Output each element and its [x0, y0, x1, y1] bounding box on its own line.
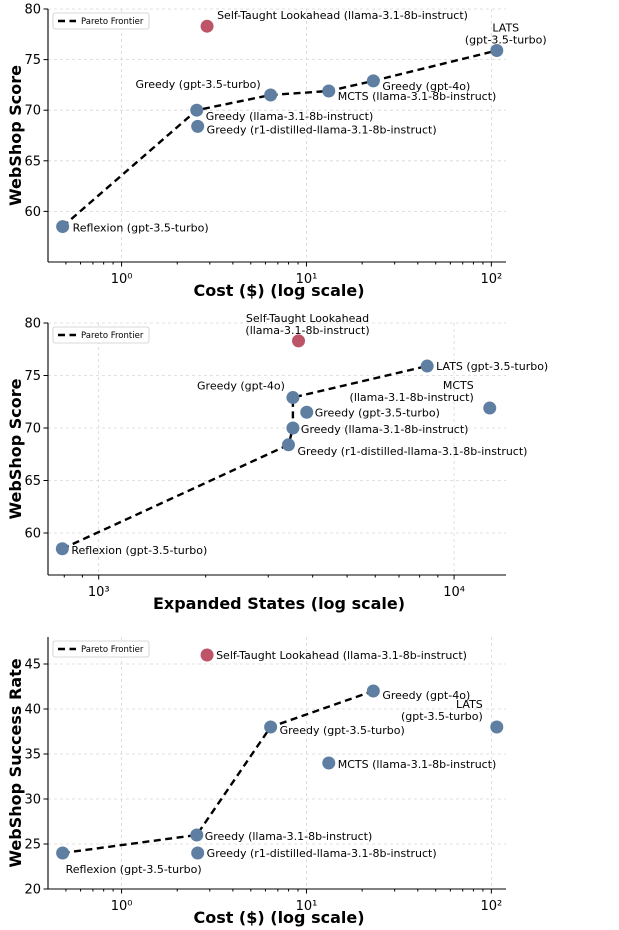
y-axis-label: WebShop Score: [6, 378, 25, 519]
point-greedy-r1-distilled-llama-3-1-8b-instruct: [191, 119, 205, 133]
point-greedy-gpt-3-5-turbo: [264, 720, 278, 734]
y-axis-label: WebShop Score: [6, 65, 25, 206]
legend-label: Pareto Frontier: [81, 645, 144, 655]
point-label: Greedy (gpt-4o): [382, 689, 470, 702]
x-axis-label: Expanded States (log scale): [153, 594, 405, 613]
y-tick-label: 75: [24, 369, 41, 384]
y-tick-label: 65: [24, 474, 41, 489]
point-reflexion-gpt-3-5-turbo: [56, 846, 70, 860]
legend-label: Pareto Frontier: [81, 17, 144, 27]
point-label: Greedy (r1-distilled-llama-3.1-8b-instru…: [207, 123, 437, 136]
point-label: MCTS (llama-3.1-8b-instruct): [338, 758, 497, 771]
point-lats-gpt-3-5-turbo: [490, 43, 504, 57]
point-mcts-llama-3-1-8b-instruct: [322, 756, 336, 770]
y-tick-label: 80: [24, 317, 41, 332]
point-label: Greedy (gpt-4o): [197, 380, 285, 393]
point-label: Self-Taught Lookahead (llama-3.1-8b-instr…: [245, 312, 369, 337]
legend: Pareto Frontier: [52, 326, 150, 344]
point-label: Self-Taught Lookahead (llama-3.1-8b-inst…: [216, 649, 467, 662]
point-label: MCTS (llama-3.1-8b-instruct): [350, 379, 474, 404]
chart-2: 10³ 10⁴ 60 65 70 75 80 Expanded States (log sca…: [6, 312, 548, 613]
point-label: MCTS (llama-3.1-8b-instruct): [338, 90, 497, 103]
point-greedy-r1-distilled-llama-3-1-8b-instruct: [191, 846, 205, 860]
point-label: Self-Taught Lookahead (llama-3.1-8b-inst…: [217, 9, 468, 22]
point-self-taught-lookahead-llama-3-1-8b-instruct: [200, 19, 214, 33]
x-axis-label: Cost ($) (log scale): [193, 908, 364, 927]
point-greedy-llama-3-1-8b-instruct: [190, 828, 204, 842]
y-tick-label: 60: [24, 205, 41, 220]
x-tick-label: 10⁴: [443, 585, 465, 600]
y-tick-label: 25: [24, 838, 41, 853]
point-greedy-gpt-3-5-turbo: [300, 405, 314, 419]
point-label: Reflexion (gpt-3.5-turbo): [73, 222, 209, 235]
point-reflexion-gpt-3-5-turbo: [56, 220, 70, 234]
y-tick-label: 80: [24, 3, 41, 18]
legend: Pareto Frontier: [52, 640, 150, 658]
legend-box: [52, 12, 150, 30]
y-axis-label: WebShop Success Rate: [6, 658, 25, 867]
point-label: Greedy (llama-3.1-8b-instruct): [205, 830, 373, 843]
point-label: Greedy (gpt-3.5-turbo): [135, 78, 260, 91]
point-greedy-llama-3-1-8b-instruct: [286, 421, 300, 435]
point-greedy-gpt-4o: [366, 74, 380, 88]
legend-label: Pareto Frontier: [81, 331, 144, 341]
y-tick-label: 45: [24, 658, 41, 673]
point-label: Reflexion (gpt-3.5-turbo): [66, 863, 202, 876]
x-tick-label: 10²: [480, 899, 502, 914]
legend-box: [52, 640, 150, 658]
point-greedy-r1-distilled-llama-3-1-8b-instruct: [281, 438, 295, 452]
pareto-frontier-line: [62, 689, 374, 855]
x-tick-label: 10¹: [296, 272, 318, 287]
point-label: Greedy (r1-distilled-llama-3.1-8b-instru…: [207, 847, 437, 860]
y-tick-label: 75: [24, 53, 41, 68]
x-axis-label: Cost ($) (log scale): [193, 281, 364, 300]
y-tick-label: 40: [24, 703, 41, 718]
x-tick-label: 10³: [88, 585, 110, 600]
point-mcts-llama-3-1-8b-instruct: [322, 84, 336, 98]
point-label: Greedy (gpt-3.5-turbo): [280, 724, 405, 737]
point-lats-gpt-3-5-turbo: [420, 359, 434, 373]
point-greedy-gpt-4o: [286, 391, 300, 405]
point-reflexion-gpt-3-5-turbo: [55, 542, 69, 556]
x-tick-label: 10¹: [296, 899, 318, 914]
point-label: Greedy (gpt-3.5-turbo): [315, 406, 440, 419]
point-self-taught-lookahead-llama-3-1-8b-instruct: [200, 648, 214, 662]
point-label: Greedy (r1-distilled-llama-3.1-8b-instru…: [297, 445, 527, 458]
y-tick-label: 35: [24, 748, 41, 763]
point-label: LATS (gpt-3.5-turbo): [436, 360, 548, 373]
point-greedy-gpt-4o: [366, 684, 380, 698]
point-mcts-llama-3-1-8b-instruct: [483, 401, 497, 415]
y-tick-label: 60: [24, 527, 41, 542]
y-tick-label: 65: [24, 154, 41, 169]
y-tick-label: 30: [24, 793, 41, 808]
point-greedy-llama-3-1-8b-instruct: [190, 103, 204, 117]
x-tick-label: 10⁰: [111, 272, 133, 287]
point-label: Reflexion (gpt-3.5-turbo): [71, 544, 207, 557]
point-label: LATS (gpt-3.5-turbo): [465, 21, 547, 46]
point-self-taught-lookahead-llama-3-1-8b-instruct: [292, 334, 306, 348]
point-label: Greedy (llama-3.1-8b-instruct): [206, 110, 374, 123]
legend-box: [52, 326, 150, 344]
x-tick-label: 10⁰: [111, 899, 133, 914]
x-tick-label: 10²: [480, 272, 502, 287]
point-greedy-gpt-3-5-turbo: [264, 88, 278, 102]
chart-3: 10⁰ 10¹ 10² 20 25 30 35 40 45 Cost ($) (log scale…: [6, 637, 506, 927]
point-label: LATS (gpt-3.5-turbo): [401, 698, 483, 723]
point-lats-gpt-3-5-turbo: [490, 720, 504, 734]
point-label: Greedy (gpt-4o): [382, 80, 470, 93]
chart-1: 10⁰ 10¹ 10² 60 65 70 75 80 Cost ($) (log scale) W…: [6, 3, 547, 301]
point-label: Greedy (llama-3.1-8b-instruct): [301, 423, 469, 436]
y-tick-label: 70: [24, 104, 41, 119]
legend: Pareto Frontier: [52, 12, 150, 30]
y-tick-label: 70: [24, 422, 41, 437]
pareto-frontier-line: [61, 49, 498, 228]
y-tick-label: 20: [24, 883, 41, 898]
